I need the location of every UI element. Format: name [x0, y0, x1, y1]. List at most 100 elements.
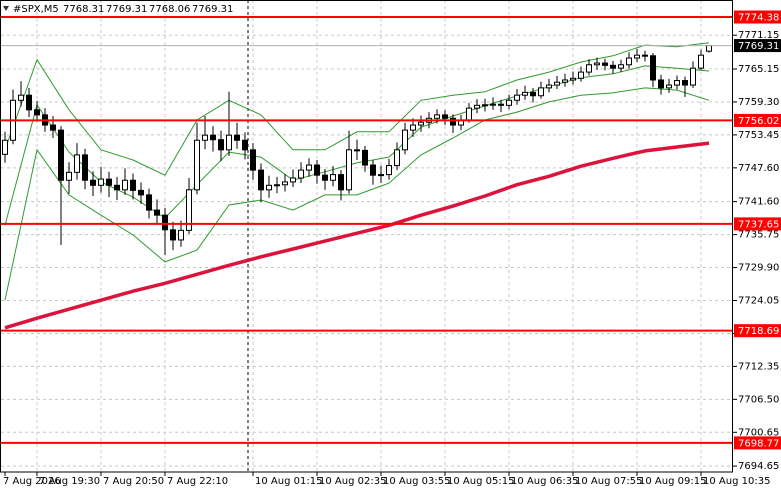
candle-body: [18, 94, 24, 101]
candle-body: [290, 177, 296, 183]
y-tick-label: 7724.05: [738, 295, 779, 306]
candle-body: [554, 81, 560, 86]
candle-body: [698, 54, 704, 69]
candle-body: [610, 64, 616, 69]
candle-body: [90, 179, 96, 186]
y-tick-label: 7741.60: [738, 197, 779, 208]
y-tick-label: 7729.90: [738, 263, 779, 274]
candle-body: [162, 214, 168, 231]
x-tick-label: 7 Aug 22:10: [167, 476, 228, 487]
candle-body: [34, 109, 40, 116]
y-tick-label: 7706.50: [738, 394, 779, 405]
candle-body: [274, 184, 280, 187]
candle-body: [386, 165, 392, 176]
candle-body: [378, 174, 384, 177]
candle-body: [306, 164, 312, 171]
candle-body: [266, 184, 272, 191]
candle-body: [594, 62, 600, 66]
x-tick-label: 7 Aug 20:50: [103, 476, 164, 487]
y-tick-label: 7765.15: [738, 64, 779, 75]
candle-body: [82, 154, 88, 181]
candle-body: [482, 104, 488, 107]
level-label-box: [734, 324, 781, 338]
candle-body: [114, 184, 120, 191]
candle-body: [514, 94, 520, 101]
y-tick-label: 7759.30: [738, 97, 779, 108]
plot-frame: [0, 0, 733, 473]
level-label: 7718.69: [738, 326, 779, 337]
x-tick-label: 10 Aug 10:35: [703, 476, 770, 487]
header-close: 7769.31: [192, 4, 233, 15]
candle-body: [490, 103, 496, 106]
candle-body: [394, 149, 400, 167]
candle-body: [346, 149, 352, 191]
x-tick-label: 10 Aug 07:55: [575, 476, 642, 487]
candle-body: [578, 71, 584, 79]
candle-body: [74, 154, 80, 173]
candle-body: [282, 181, 288, 186]
bollinger-lower: [4, 87, 710, 301]
header-low: 7768.06: [149, 4, 190, 15]
candle-body: [498, 103, 504, 106]
candle-body: [642, 54, 648, 57]
candle-body: [58, 129, 64, 181]
y-tick-label: 7700.65: [738, 427, 779, 438]
candle-body: [674, 80, 680, 86]
candle-body: [26, 94, 32, 111]
candle-body: [178, 229, 184, 241]
y-tick-label: 7712.35: [738, 361, 779, 372]
x-tick-label: 10 Aug 06:35: [511, 476, 578, 487]
bollinger-middle: [4, 65, 710, 226]
candle-body: [106, 178, 112, 186]
x-tick-label: 10 Aug 01:15: [255, 476, 322, 487]
candle-body: [314, 164, 320, 176]
header-high: 7769.31: [106, 4, 147, 15]
candle-body: [234, 134, 240, 141]
candle-body: [570, 77, 576, 81]
candle-body: [242, 139, 248, 151]
candle-body: [618, 64, 624, 69]
candle-body: [370, 164, 376, 176]
candle-body: [226, 134, 232, 151]
candle-body: [546, 84, 552, 89]
candle-body: [626, 57, 632, 66]
price-label-box: [734, 39, 781, 53]
candle-body: [194, 139, 200, 191]
x-tick-label: 7 Aug 2026: [3, 476, 61, 487]
level-label: 7774.38: [738, 13, 779, 24]
candle-body: [258, 169, 264, 191]
candle-body: [250, 149, 256, 171]
level-label: 7737.65: [738, 219, 779, 230]
candle-body: [562, 79, 568, 83]
candle-body: [410, 124, 416, 131]
candle-body: [298, 169, 304, 179]
candle-body: [322, 174, 328, 181]
candle-body: [330, 174, 336, 181]
candle-body: [650, 55, 656, 81]
bollinger-upper: [4, 42, 710, 176]
candle-body: [66, 171, 72, 181]
candle-body: [402, 129, 408, 151]
header-open: 7768.31: [63, 4, 104, 15]
price-label: 7769.31: [738, 41, 779, 52]
candle-body: [706, 45, 712, 52]
candle-body: [354, 149, 360, 152]
level-label-box: [734, 10, 781, 24]
candle-body: [122, 179, 128, 191]
y-tick-label: 7771.15: [738, 30, 779, 41]
y-tick-label: 7747.60: [738, 163, 779, 174]
x-tick-label: 10 Aug 02:35: [319, 476, 386, 487]
candle-body: [154, 209, 160, 216]
level-label-box: [734, 217, 781, 231]
y-tick-label: 7735.75: [738, 230, 779, 241]
plot-layer: [1, 16, 733, 444]
candle-body: [186, 189, 192, 231]
symbol-icon: [3, 6, 9, 11]
candle-body: [530, 91, 536, 97]
x-tick-label: 10 Aug 03:55: [383, 476, 450, 487]
candle-body: [658, 79, 664, 89]
candle-body: [466, 107, 472, 121]
candle-body: [634, 54, 640, 59]
